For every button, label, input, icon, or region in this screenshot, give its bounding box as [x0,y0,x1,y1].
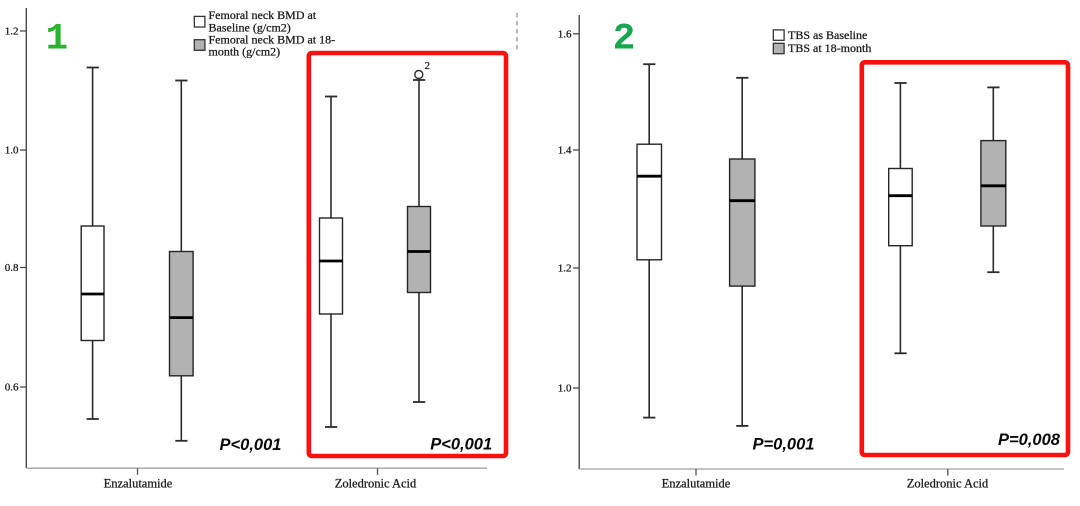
svg-text:Enzalutamide: Enzalutamide [662,476,731,490]
svg-text:Zoledronic Acid: Zoledronic Acid [335,476,417,490]
svg-text:Femoral neck BMD at: Femoral neck BMD at [209,8,317,22]
svg-text:Baseline (g/cm2): Baseline (g/cm2) [209,20,291,34]
svg-text:2: 2 [425,60,431,72]
svg-text:1.6: 1.6 [558,28,572,40]
svg-text:0.8: 0.8 [5,262,19,274]
svg-text:1.0: 1.0 [558,383,572,395]
svg-text:Enzalutamide: Enzalutamide [104,476,173,490]
svg-text:1.4: 1.4 [558,145,572,157]
svg-text:P=0,008: P=0,008 [998,431,1061,449]
svg-text:Zoledronic Acid: Zoledronic Acid [907,476,989,490]
svg-text:TBS at 18-month: TBS at 18-month [788,41,871,55]
svg-text:1.0: 1.0 [5,145,19,157]
svg-text:0.6: 0.6 [5,382,19,394]
svg-text:1.2: 1.2 [558,263,572,275]
svg-text:TBS as Baseline: TBS as Baseline [788,28,867,42]
svg-text:2: 2 [613,18,636,60]
svg-text:P<0,001: P<0,001 [220,436,282,454]
svg-text:1.2: 1.2 [5,26,19,38]
svg-text:P=0,001: P=0,001 [753,436,815,454]
svg-text:1: 1 [46,18,69,60]
svg-text:month (g/cm2): month (g/cm2) [209,44,281,58]
svg-text:Femoral neck BMD at 18-: Femoral neck BMD at 18- [209,33,336,47]
svg-text:P<0,001: P<0,001 [430,436,492,454]
